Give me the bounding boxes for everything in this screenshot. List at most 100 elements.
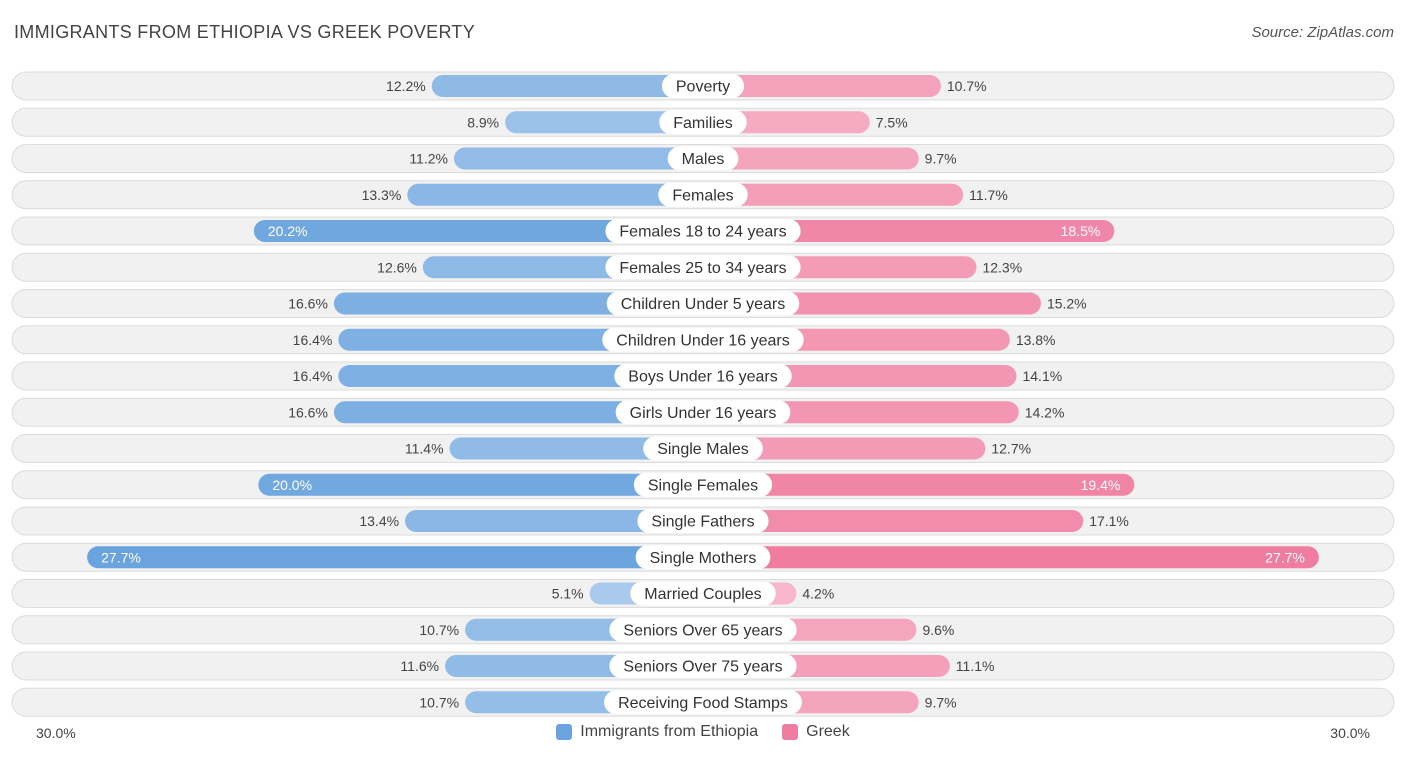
value-label-greek: 11.7% bbox=[969, 187, 1008, 203]
bar-greek bbox=[703, 437, 986, 460]
category-label: Females bbox=[672, 187, 733, 204]
bar-ethiopia bbox=[405, 510, 703, 532]
value-label-greek: 27.7% bbox=[1265, 549, 1305, 565]
bar-greek bbox=[703, 183, 964, 206]
category-pill bbox=[605, 255, 801, 280]
category-pill bbox=[658, 182, 748, 207]
legend: Immigrants from Ethiopia Greek bbox=[0, 723, 1406, 741]
value-label-greek: 18.5% bbox=[1061, 223, 1101, 239]
value-label-greek: 12.7% bbox=[991, 441, 1031, 457]
value-label-ethiopia: 20.0% bbox=[272, 477, 312, 493]
legend-item-greek[interactable]: Greek bbox=[782, 723, 850, 741]
legend-label-ethiopia: Immigrants from Ethiopia bbox=[580, 723, 759, 740]
category-label: Boys Under 16 years bbox=[628, 369, 777, 386]
category-label: Families bbox=[673, 115, 733, 132]
category-label: Girls Under 16 years bbox=[630, 405, 777, 422]
legend-item-ethiopia[interactable]: Immigrants from Ethiopia bbox=[556, 723, 758, 741]
axis-min-label-right: 30.0% bbox=[1330, 725, 1370, 741]
category-pill bbox=[659, 110, 747, 135]
category-pill bbox=[630, 581, 776, 606]
legend-swatch-greek bbox=[782, 724, 799, 740]
category-label: Seniors Over 75 years bbox=[623, 659, 782, 676]
value-label-greek: 17.1% bbox=[1089, 513, 1129, 529]
category-label: Females 18 to 24 years bbox=[619, 224, 786, 241]
value-label-ethiopia: 12.2% bbox=[386, 78, 426, 94]
category-pill bbox=[604, 690, 802, 715]
value-label-ethiopia: 27.7% bbox=[101, 549, 141, 565]
category-pill bbox=[609, 654, 797, 678]
bar-greek bbox=[703, 220, 1115, 242]
value-label-ethiopia: 11.6% bbox=[400, 658, 439, 674]
value-label-greek: 7.5% bbox=[876, 114, 908, 130]
value-label-greek: 15.2% bbox=[1047, 296, 1087, 312]
category-label: Receiving Food Stamps bbox=[618, 695, 788, 712]
category-pill bbox=[602, 327, 804, 352]
bar-ethiopia bbox=[505, 111, 703, 134]
value-label-ethiopia: 20.2% bbox=[268, 223, 308, 239]
axis-min-label-left: 30.0% bbox=[36, 725, 76, 741]
bar-ethiopia bbox=[453, 147, 703, 170]
value-label-greek: 14.1% bbox=[1022, 368, 1062, 384]
value-label-ethiopia: 11.4% bbox=[405, 441, 444, 457]
value-label-ethiopia: 16.4% bbox=[293, 332, 333, 348]
category-label: Single Females bbox=[648, 477, 758, 494]
category-pill bbox=[643, 436, 763, 461]
bar-ethiopia bbox=[449, 437, 703, 460]
value-label-greek: 9.6% bbox=[922, 622, 954, 638]
category-label: Males bbox=[682, 151, 725, 168]
value-label-ethiopia: 13.4% bbox=[359, 513, 399, 529]
value-label-greek: 13.8% bbox=[1016, 332, 1056, 348]
value-label-greek: 12.3% bbox=[982, 259, 1022, 275]
value-label-ethiopia: 10.7% bbox=[419, 622, 459, 638]
value-label-ethiopia: 8.9% bbox=[467, 114, 499, 130]
category-label: Single Males bbox=[657, 441, 749, 458]
bar-ethiopia bbox=[253, 220, 704, 242]
value-label-ethiopia: 10.7% bbox=[419, 694, 459, 710]
bar-ethiopia bbox=[87, 546, 704, 569]
chart-title: IMMIGRANTS FROM ETHIOPIA VS GREEK POVERT… bbox=[14, 22, 476, 42]
value-label-ethiopia: 13.3% bbox=[362, 187, 402, 203]
bar-greek bbox=[703, 473, 1135, 496]
category-pill bbox=[614, 364, 792, 388]
legend-swatch-ethiopia bbox=[556, 724, 573, 740]
value-label-greek: 10.7% bbox=[947, 78, 987, 94]
chart-area: 12.2% 10.7% Poverty 8.9% 7.5% Families 11.2% 9.… bbox=[11, 71, 1395, 717]
category-pill bbox=[667, 146, 739, 171]
category-label: Seniors Over 65 years bbox=[623, 622, 782, 639]
value-label-ethiopia: 16.4% bbox=[293, 368, 333, 384]
bar-greek bbox=[703, 147, 919, 170]
bar-greek bbox=[703, 546, 1319, 569]
category-label: Children Under 16 years bbox=[616, 332, 789, 349]
category-pill bbox=[605, 219, 801, 243]
bar-ethiopia bbox=[431, 75, 703, 97]
bar-ethiopia bbox=[407, 183, 703, 206]
category-pill bbox=[637, 509, 769, 533]
category-pill bbox=[633, 472, 773, 497]
bar-ethiopia bbox=[333, 401, 703, 424]
value-label-ethiopia: 11.2% bbox=[409, 151, 448, 167]
category-pill bbox=[635, 545, 771, 570]
legend-label-greek: Greek bbox=[806, 723, 850, 740]
value-label-greek: 14.2% bbox=[1025, 404, 1065, 420]
category-label: Married Couples bbox=[644, 586, 761, 603]
category-label: Children Under 5 years bbox=[621, 296, 786, 313]
category-pill bbox=[609, 617, 797, 642]
value-label-ethiopia: 12.6% bbox=[377, 259, 417, 275]
value-label-greek: 4.2% bbox=[802, 586, 834, 602]
value-label-ethiopia: 16.6% bbox=[288, 404, 328, 420]
category-label: Poverty bbox=[676, 79, 730, 96]
value-label-greek: 9.7% bbox=[925, 694, 957, 710]
value-label-ethiopia: 16.6% bbox=[288, 296, 328, 312]
value-label-greek: 9.7% bbox=[925, 151, 957, 167]
value-label-greek: 19.4% bbox=[1081, 477, 1121, 493]
bar-ethiopia bbox=[338, 365, 703, 387]
value-label-greek: 11.1% bbox=[956, 658, 995, 674]
category-label: Single Mothers bbox=[650, 550, 757, 567]
bar-greek bbox=[703, 510, 1084, 532]
category-pill bbox=[615, 400, 791, 425]
category-pill bbox=[606, 291, 800, 316]
bar-greek bbox=[703, 75, 941, 97]
value-label-ethiopia: 5.1% bbox=[552, 586, 584, 602]
category-label: Females 25 to 34 years bbox=[619, 260, 786, 277]
category-pill bbox=[661, 74, 745, 98]
